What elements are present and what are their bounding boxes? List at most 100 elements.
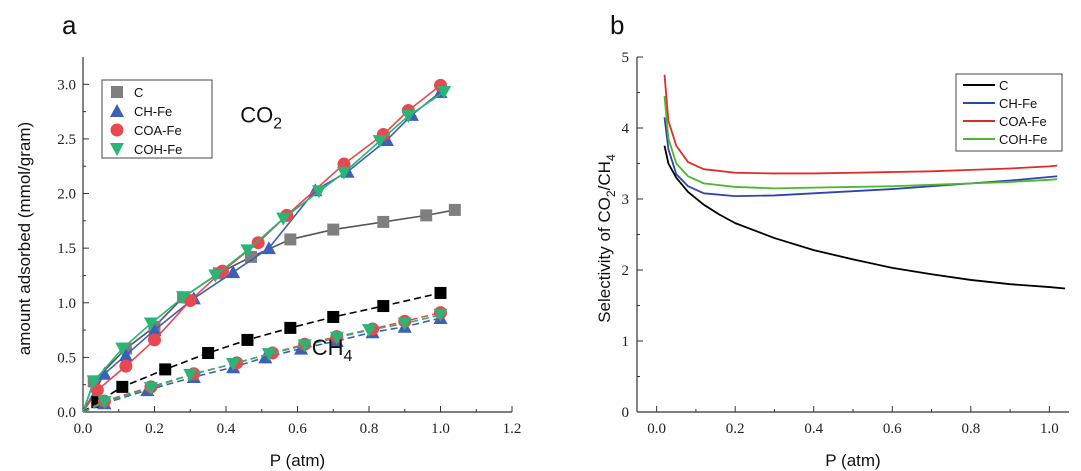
panel-b-y-tick-label: 4 [622, 121, 630, 137]
panel-a-data-point [327, 223, 340, 236]
panel-b-legend-label: COH-Fe [999, 132, 1047, 147]
panel-a-y-label: amount adsorbed (mmol/gram) [15, 122, 34, 355]
panel-b-series-line-c [663, 145, 1066, 290]
panel-a-data-point [327, 310, 340, 323]
panel-a-data-point [147, 323, 162, 337]
panel-a-data-point [115, 342, 130, 356]
panel-a-data-point [241, 333, 254, 346]
panel-a-data-point [362, 324, 376, 338]
panel-b-legend-label: COA-Fe [999, 114, 1047, 129]
panel-a-series-line [82, 317, 441, 413]
panel-a-y-tick-label: 0.0 [57, 405, 76, 421]
panel-a-data-point [276, 212, 291, 226]
annotation-co2: CO2 [240, 103, 282, 133]
panel-a-data-point [311, 185, 326, 199]
panel-a-y-tick-label: 1.5 [57, 241, 76, 257]
panel-b-legend-label: C [999, 78, 1008, 93]
panel-a-x-tick-label: 0.0 [74, 421, 93, 437]
panel-a-y-tick-label: 2.5 [57, 132, 76, 148]
panel-a-data-point [176, 291, 191, 305]
panel-b-y-tick-label: 5 [622, 50, 630, 66]
panel-a-data-point [208, 269, 223, 283]
panel-a-x-tick-label: 0.6 [288, 421, 307, 437]
panel-b-x-label: P (atm) [825, 451, 880, 470]
panel-a-label: a [62, 10, 77, 40]
panel-a-legend-label: COH-Fe [134, 142, 182, 157]
panel-a-data-point [401, 109, 416, 123]
panel-a-data-point [240, 244, 255, 258]
panel-b-y-tick-label: 0 [622, 405, 630, 421]
panel-a-data-point [202, 347, 215, 360]
panel-a-legend-label: C [134, 85, 143, 100]
panel-a-series-co2-coh-fe [82, 85, 452, 413]
panel-b-y-tick-label: 2 [622, 263, 630, 279]
panel-a-data-point [116, 380, 129, 393]
panel-b-series-line-ch-fe [663, 117, 1058, 198]
panel-a-legend: C CH-Fe COA-Fe COH-Fe [101, 79, 213, 159]
panel-a-data-point [261, 348, 276, 362]
panel-b-label: b [610, 10, 624, 40]
panel-a-data-point [226, 265, 241, 279]
panel-b-x-tick-label: 0.4 [804, 421, 823, 437]
panel-b-series-line-coa-fe [663, 74, 1058, 175]
panel-a-y-tick-label: 1.0 [57, 296, 76, 312]
panel-a-data-point [97, 366, 112, 380]
panel-a-y-tick-label: 2.0 [57, 187, 76, 203]
panel-a-data-point [420, 209, 433, 222]
panel-a-data-point [448, 203, 461, 216]
panel-a-data-point [297, 339, 312, 353]
panel-b-legend-label: CH-Fe [999, 96, 1037, 111]
panel-a-series-line [82, 292, 441, 413]
panel-b-y-tick-label: 3 [622, 192, 630, 208]
panel-a-x-tick-label: 1.0 [431, 421, 450, 437]
panel-a-data-point [434, 286, 447, 299]
panel-a-data-point [118, 348, 133, 362]
panel-a-data-point [329, 331, 344, 345]
panel-a-x-tick-label: 0.4 [217, 421, 236, 437]
annotation-ch4: CH4 [312, 335, 353, 365]
panel-a: a 0.0 0.2 0.4 0.6 0.8 1.0 1.2 0.0 0.5 1.0 1.5 2.0 2.5… [15, 10, 521, 470]
panel-a-x-label: P (atm) [270, 451, 325, 470]
panel-a-data-point [159, 363, 172, 376]
panel-a-data-point [143, 317, 158, 331]
panel-a-legend-marker [110, 104, 124, 117]
panel-a-x-tick-label: 0.2 [145, 421, 164, 437]
panel-a-legend-marker [110, 143, 124, 156]
panel-a-data-point [377, 300, 390, 313]
panel-b-legend: C CH-Fe COA-Fe COH-Fe [955, 73, 1063, 152]
panel-a-data-point [284, 233, 297, 246]
panel-a-legend-marker [110, 123, 124, 137]
panel-a-data-point [183, 368, 198, 382]
panel-b-x-tick-label: 0.2 [726, 421, 745, 437]
panel-b: b 0.0 0.2 0.4 0.6 0.8 1.0 0 1 2 3 4 5 P (atm) Selectiv… [595, 10, 1069, 470]
panel-b-series-line-coh-fe [663, 95, 1058, 190]
panel-a-data-point [119, 359, 133, 373]
panel-a-data-point [397, 317, 412, 331]
panel-a-data-point [226, 357, 241, 371]
panel-b-x-tick-label: 0.8 [961, 421, 980, 437]
panel-a-data-point [251, 236, 265, 250]
panel-a-data-point [284, 321, 297, 334]
panel-a-legend-marker [111, 86, 123, 98]
panel-a-data-point [433, 308, 448, 322]
panel-b-y-label: Selectivity of CO2/CH4 [595, 154, 618, 323]
panel-a-x-tick-label: 1.2 [503, 421, 522, 437]
panel-a-data-point [377, 215, 390, 228]
panel-b-y-tick-label: 1 [622, 334, 630, 350]
panel-a-y-tick-label: 3.0 [57, 77, 76, 93]
panel-a-y-tick-label: 0.5 [57, 350, 76, 366]
panel-a-series-co2-c [82, 203, 461, 413]
panel-a-series-line [82, 209, 455, 413]
panel-a-legend-label: CH-Fe [134, 104, 172, 119]
panel-a-data-point [437, 85, 452, 99]
panel-a-data-point [336, 166, 351, 180]
panel-b-x-tick-label: 0.6 [883, 421, 902, 437]
panel-a-series-line [82, 314, 441, 413]
panel-a-series-ch4-c [82, 286, 447, 413]
panel-b-x-tick-label: 0.0 [647, 421, 666, 437]
panel-b-x-tick-label: 1.0 [1040, 421, 1059, 437]
panel-a-data-point [148, 333, 161, 347]
panel-a-legend-label: COA-Fe [134, 123, 182, 138]
panel-a-data-point [183, 294, 197, 308]
